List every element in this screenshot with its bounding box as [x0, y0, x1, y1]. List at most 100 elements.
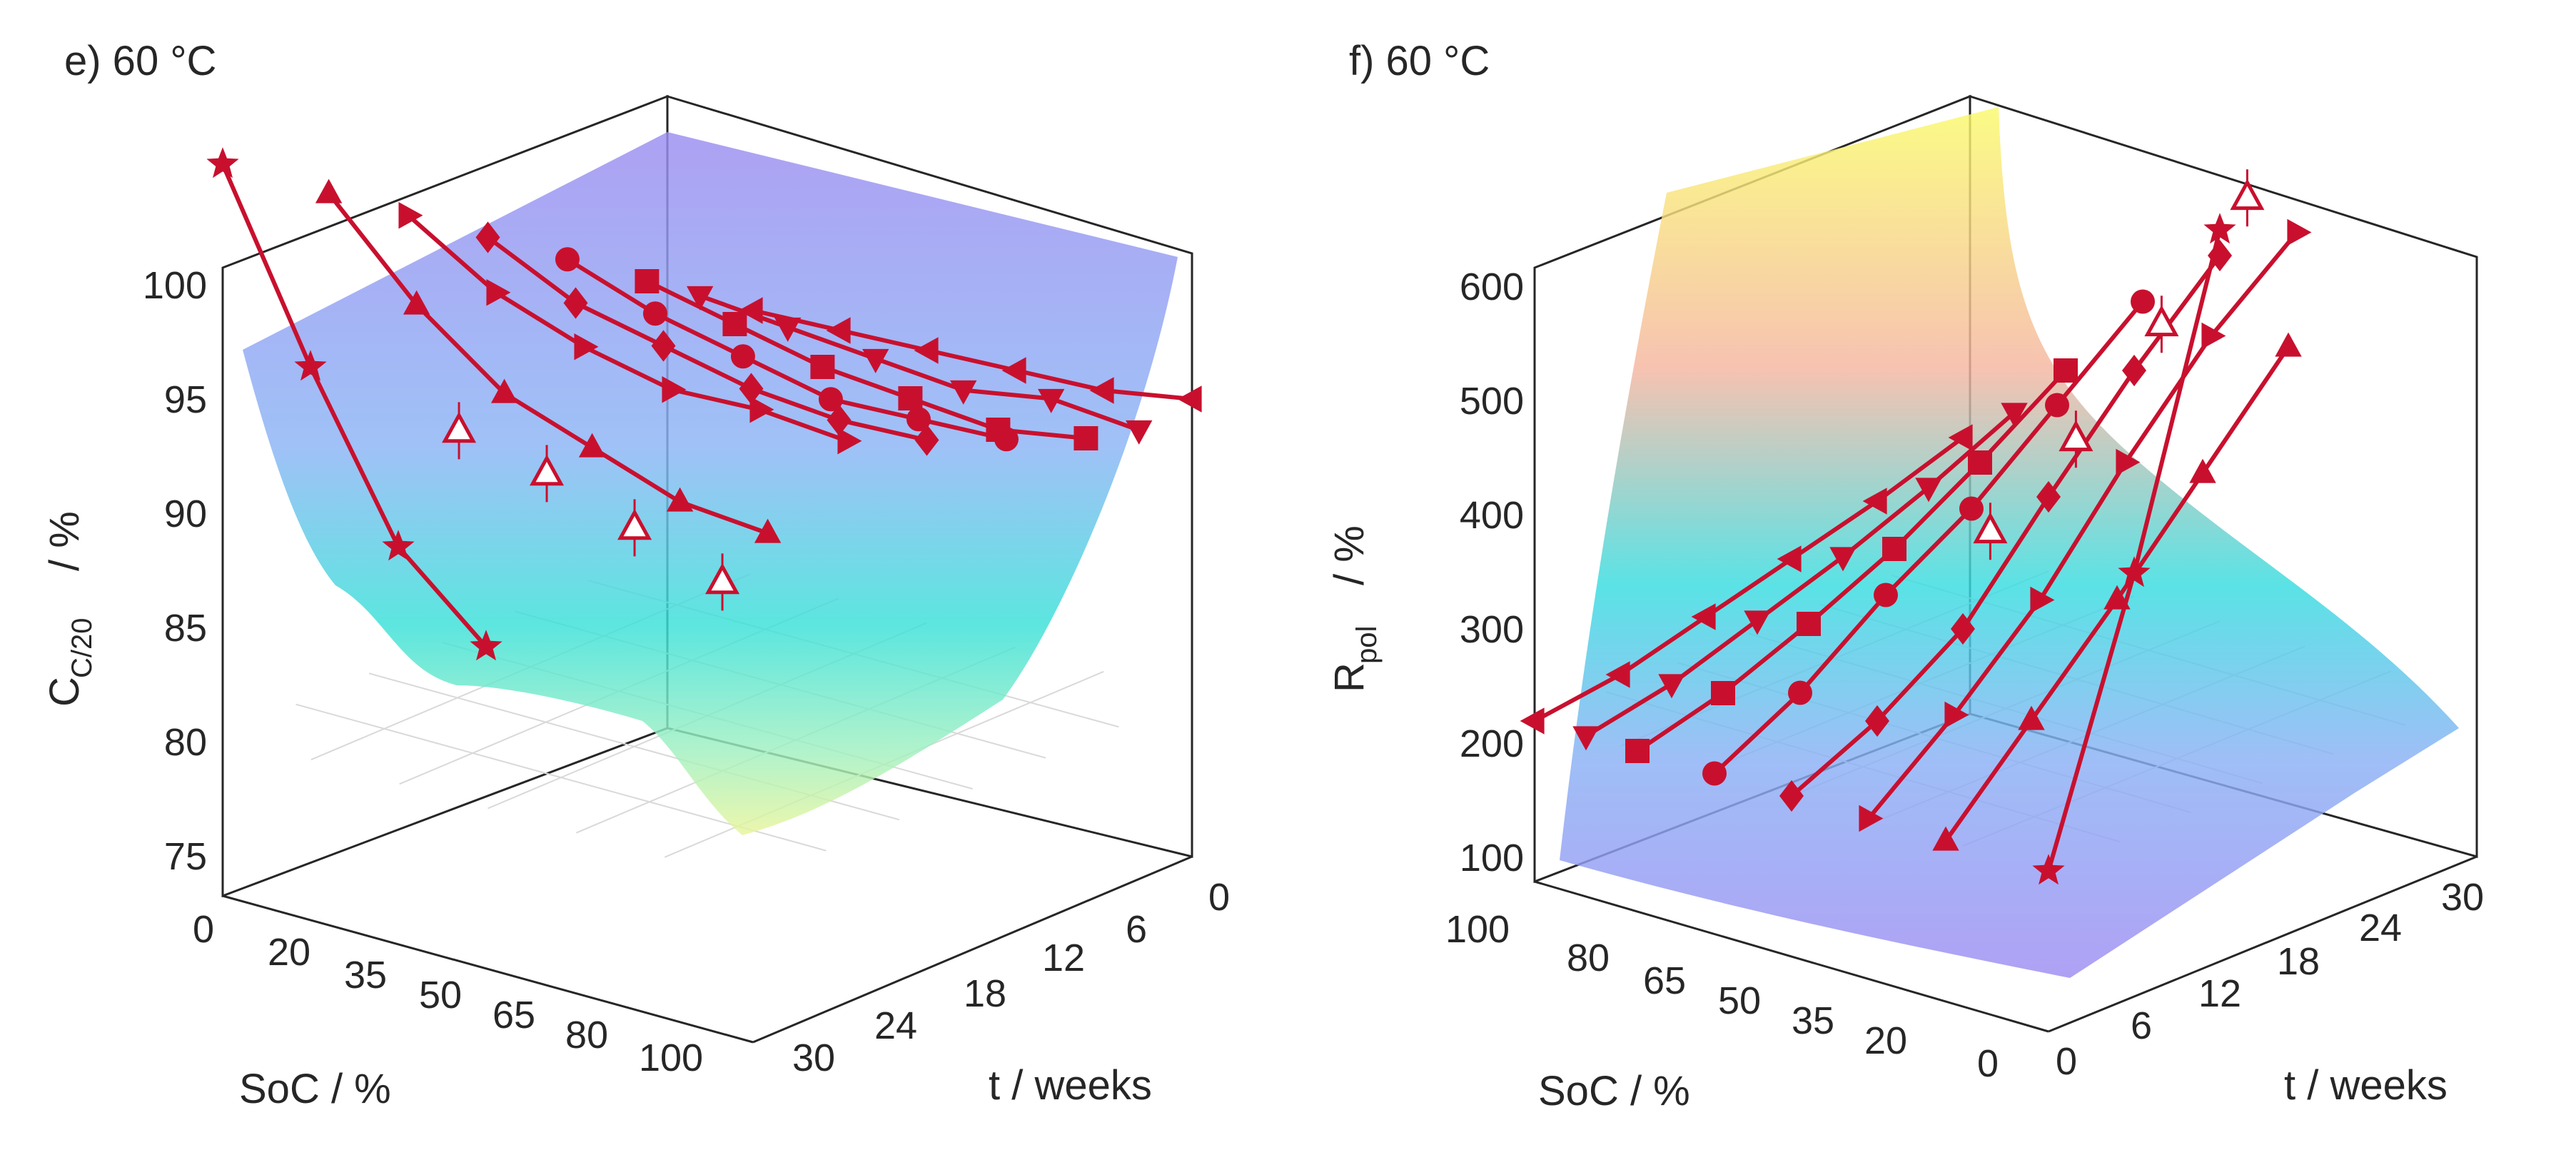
panel-e-series-0-point-5 — [1177, 385, 1202, 413]
panel-f-t-tick-18: 18 — [2277, 940, 2320, 983]
panel-e-series-line-7 — [221, 162, 488, 649]
panel-f-series-5-point-1 — [1711, 681, 1735, 705]
panel-f-t-axis-line — [2048, 855, 2477, 1033]
panel-f-series-4-point-0 — [1702, 761, 1727, 786]
panel-e-series-5-point-1 — [486, 279, 511, 306]
panel-f-series-4-point-3 — [1959, 496, 1984, 521]
panel-e-series-2-point-3 — [898, 386, 923, 410]
panel-f-series-5-point-2 — [1797, 612, 1821, 636]
panel-e-z-label-sub: C/20 — [66, 618, 98, 679]
panel-f-ztick-200: 200 — [1460, 722, 1524, 765]
panel-e-t-ticks: 0 6 12 18 24 30 — [792, 876, 1230, 1079]
panel-e-open-marker-3 — [705, 563, 740, 595]
panel-f-series-7-point-5 — [1948, 424, 1973, 451]
panel-e-series-4-point-4 — [827, 404, 852, 436]
panel-e-ztick-80: 80 — [164, 721, 207, 764]
panel-e-ztick-100: 100 — [143, 264, 207, 307]
panel-e-series-3-point-5 — [994, 427, 1019, 452]
panel-e-t-axis-line — [752, 855, 1193, 1044]
panel-f-series-6-point-1 — [1658, 674, 1685, 699]
panel-f-series-6-point-5 — [2001, 403, 2028, 428]
panel-e-series-2-point-1 — [722, 312, 747, 336]
panel-e: e) 60 °C 75 80 85 90 95 100 0 20 35 50 6… — [41, 38, 1230, 1112]
panel-f-open-marker-0 — [1973, 512, 2008, 544]
panel-f-soc-tick-50: 50 — [1718, 979, 1761, 1022]
panel-e-series-1-point-5 — [1126, 420, 1153, 445]
panel-e-t-tick-12: 12 — [1042, 937, 1085, 979]
panel-e-soc-label: SoC / % — [239, 1066, 391, 1112]
panel-f-t-tick-12: 12 — [2198, 972, 2241, 1015]
panel-f-series-line-5 — [1635, 368, 2068, 753]
panel-f-z-label-sub: pol — [1351, 626, 1383, 664]
panel-e-series-4-point-5 — [914, 424, 939, 456]
panel-f-series-6-point-0 — [1572, 726, 1600, 751]
panel-e-series-7-point-0 — [206, 147, 239, 178]
panel-f-title: f) 60 °C — [1349, 38, 1490, 84]
panel-f-series-2-point-0 — [1859, 805, 1884, 832]
panel-f-series-2-point-4 — [2201, 322, 2226, 350]
panel-f-ztick-300: 300 — [1460, 608, 1524, 651]
panel-f-soc-tick-65: 65 — [1643, 959, 1686, 1002]
panel-e-series-5-point-4 — [749, 396, 774, 423]
panel-e-series-4-point-1 — [563, 287, 588, 319]
panel-e-series-7-point-2 — [382, 530, 415, 561]
panel-e-series-3-point-1 — [642, 301, 667, 326]
panel-e-series-6-point-2 — [490, 378, 518, 403]
panel-e-soc-tick-100: 100 — [639, 1036, 703, 1079]
panel-f-ztick-100: 100 — [1460, 837, 1524, 879]
panel-e-z-label: C C/20 / % — [41, 511, 98, 707]
panel-f-series-1-point-1 — [2018, 705, 2045, 730]
panel-e-soc-ticks: 0 20 35 50 65 80 100 — [193, 908, 703, 1079]
panel-e-series-3-point-4 — [906, 407, 931, 432]
panel-f-series-4-point-2 — [1874, 582, 1898, 607]
panel-e-ztick-95: 95 — [164, 378, 207, 421]
panel-f-series-2-point-2 — [2030, 586, 2055, 614]
panel-e-ztick-85: 85 — [164, 607, 207, 650]
panel-f-soc-axis-line — [1534, 880, 2049, 1033]
panel-e-series-6-point-3 — [578, 433, 606, 458]
panel-e-series-4-point-3 — [739, 373, 764, 405]
panel-e-series-2-point-0 — [635, 269, 660, 293]
panel-f-series-0-point-2 — [2203, 213, 2236, 244]
panel-e-series-3-point-2 — [730, 344, 755, 369]
panel-f-z-ticks: 100 200 300 400 500 600 — [1460, 266, 1524, 879]
panel-f-series-line-2 — [1867, 230, 2299, 821]
panel-f-series-4-point-1 — [1788, 680, 1812, 705]
panel-f-z-label: R pol / % — [1326, 525, 1383, 692]
panel-f-series-7-point-1 — [1605, 661, 1630, 688]
panel-f-ztick-500: 500 — [1460, 380, 1524, 423]
panel-f-series-2-point-5 — [2287, 218, 2312, 246]
panel-f-series-4-point-5 — [2131, 289, 2155, 314]
panel-e-series-line-4 — [485, 235, 929, 443]
panel-e-series-0-point-1 — [826, 317, 851, 344]
panel-f-series-line-3 — [1789, 253, 2222, 798]
panel-e-t-tick-24: 24 — [874, 1004, 917, 1047]
panel-e-series — [206, 147, 1202, 661]
panel-e-open-marker-2 — [617, 508, 652, 540]
panel-e-ztick-75: 75 — [164, 835, 207, 878]
panel-f-series-1-point-3 — [2189, 458, 2216, 483]
panel-f-series-6-point-3 — [1829, 547, 1857, 572]
panel-e-series-7-point-1 — [294, 350, 327, 381]
panel-f-open-marker-1 — [2059, 420, 2093, 452]
panel-f-series-5-point-4 — [1968, 450, 1992, 475]
panel-e-soc-tick-50: 50 — [419, 974, 462, 1017]
panel-e-open-markers — [442, 402, 740, 611]
panel-f-series-1-point-0 — [1932, 826, 1959, 851]
panel-f-series-2-point-1 — [1944, 701, 1969, 729]
panel-e-series-line-3 — [565, 257, 1009, 442]
panel-f-series-3-point-2 — [1951, 612, 1975, 645]
panel-f-open-marker-3 — [2230, 178, 2265, 211]
panel-f-soc-tick-100: 100 — [1445, 908, 1510, 951]
panel-f-t-tick-24: 24 — [2359, 907, 2402, 949]
panel-f-series-5-point-5 — [2054, 358, 2078, 383]
panel-f-series-3-point-4 — [2122, 354, 2146, 387]
panel-f-soc-tick-35: 35 — [1792, 999, 1834, 1042]
panel-f-series-1-point-2 — [2103, 585, 2131, 610]
panel-e-t-tick-0: 0 — [1208, 876, 1230, 919]
panel-e-series-5-point-0 — [398, 202, 423, 229]
panel-f-series-line-4 — [1712, 299, 2145, 776]
panel-e-soc-tick-0: 0 — [193, 908, 214, 951]
panel-f-open-markers — [1973, 169, 2265, 560]
